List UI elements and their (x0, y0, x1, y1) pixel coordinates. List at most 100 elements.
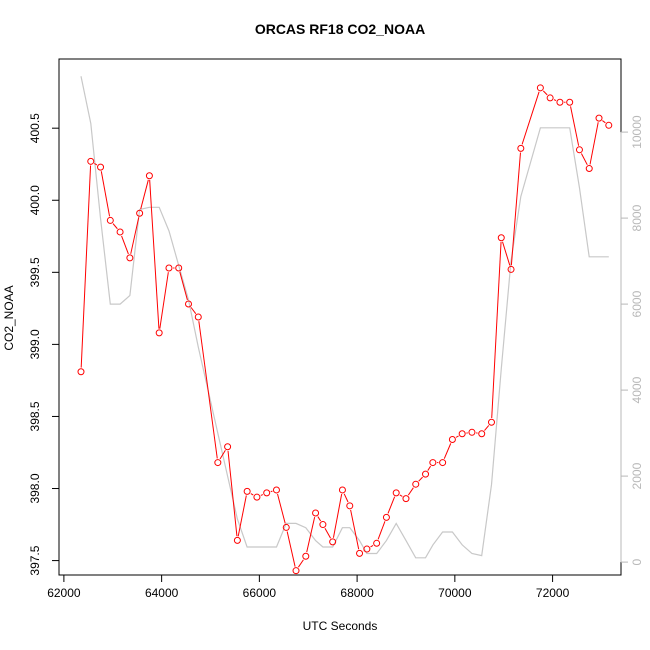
red-data-point (422, 470, 430, 478)
red-series-segment (219, 450, 226, 460)
red-data-point (253, 493, 261, 501)
red-data-point (214, 459, 222, 467)
gray-series-layer (80, 76, 609, 559)
red-data-point (126, 254, 134, 262)
red-data-point (487, 418, 495, 426)
red-series-segment (149, 179, 160, 329)
red-data-point (595, 114, 603, 122)
chart-title: ORCAS RF18 CO2_NOAA (255, 21, 425, 37)
red-series-segment (510, 152, 521, 266)
red-series-segment (130, 217, 140, 254)
red-series-segment (80, 165, 92, 368)
plot-frame (58, 58, 622, 576)
y2-tick-label: 8000 (630, 204, 644, 231)
red-series-segment (324, 527, 332, 539)
red-data-point (233, 536, 241, 544)
red-data-point (556, 98, 564, 106)
red-series-segment (602, 120, 606, 124)
red-data-point (363, 545, 371, 553)
red-series-segment (491, 241, 502, 419)
red-data-point (243, 487, 251, 495)
red-data-point (338, 486, 346, 494)
red-data-point (546, 94, 554, 102)
red-data-point (175, 264, 183, 272)
y-tick-label: 400.5 (28, 113, 42, 143)
red-data-point (605, 121, 613, 129)
red-series-segment (542, 90, 548, 96)
red-data-point (536, 84, 544, 92)
red-series-segment (140, 179, 149, 210)
red-data-point (448, 436, 456, 444)
y2-tick-label: 4000 (630, 376, 644, 403)
red-data-point (575, 146, 583, 154)
y-tick-label: 400.0 (28, 185, 42, 215)
red-data-point (412, 480, 420, 488)
red-data-point (77, 368, 85, 376)
red-data-point (382, 513, 390, 521)
red-series-segment (443, 443, 452, 459)
y-axis-label: CO2_NOAA (2, 285, 16, 350)
red-data-point (392, 489, 400, 497)
red-data-point (517, 144, 525, 152)
y2-tick-label: 10000 (630, 115, 644, 149)
red-series-segment (455, 435, 459, 438)
red-series-segment (589, 122, 599, 165)
red-series-segment (427, 465, 432, 471)
red-series-segment (190, 307, 197, 314)
red-series-segment (270, 490, 273, 493)
red-data-point (319, 521, 327, 529)
axes-group: 62000 64000 66000 68000 70000 72000 397.5 398.0… (28, 113, 644, 600)
red-data-point (302, 552, 310, 560)
red-data-point (155, 329, 163, 337)
x-tick-label: 72000 (536, 586, 570, 600)
x-tick-label: 66000 (243, 586, 277, 600)
red-series-segment (553, 99, 557, 101)
red-series-segment (112, 223, 118, 230)
red-data-point (136, 209, 144, 217)
red-series-segment (277, 493, 286, 524)
y2-tick-label: 2000 (630, 462, 644, 489)
y-tick-label: 398.0 (28, 473, 42, 503)
red-series-segment (377, 521, 386, 540)
x-tick-label: 64000 (145, 586, 179, 600)
x-tick-label: 68000 (340, 586, 374, 600)
red-series-segment (286, 531, 296, 567)
red-series-segment (250, 493, 254, 496)
red-series-segment (121, 235, 129, 255)
red-data-point (312, 509, 320, 517)
red-series-layer (77, 84, 613, 575)
red-data-point (282, 523, 290, 531)
red-series-segment (260, 494, 264, 496)
red-data-point (468, 428, 476, 436)
y-tick-label: 399.5 (28, 257, 42, 287)
red-series-segment (387, 496, 396, 514)
red-data-point (402, 495, 410, 503)
red-data-point (373, 539, 381, 547)
red-series-segment (521, 91, 540, 145)
red-data-point (145, 172, 153, 180)
y2-tick-label: 0 (630, 558, 644, 565)
red-series-segment (332, 493, 343, 538)
red-data-point (106, 216, 114, 224)
red-data-point (263, 489, 271, 497)
red-series-segment (317, 516, 322, 522)
red-data-point (292, 567, 300, 575)
red-data-point (585, 165, 593, 173)
red-data-point (566, 98, 574, 106)
red-series-segment (94, 163, 98, 166)
red-data-point (507, 265, 515, 273)
y-tick-label: 399.0 (28, 329, 42, 359)
red-series-segment (350, 509, 360, 550)
red-data-point (185, 300, 193, 308)
red-data-point (497, 234, 505, 242)
red-data-point (194, 313, 202, 321)
x-tick-label: 70000 (438, 586, 472, 600)
red-series-segment (100, 171, 111, 217)
red-series-segment (570, 106, 580, 146)
red-series-segment (179, 271, 188, 301)
red-series-segment (370, 544, 374, 548)
red-series-segment (484, 425, 490, 431)
red-data-point (346, 502, 354, 510)
red-data-point (429, 459, 437, 467)
